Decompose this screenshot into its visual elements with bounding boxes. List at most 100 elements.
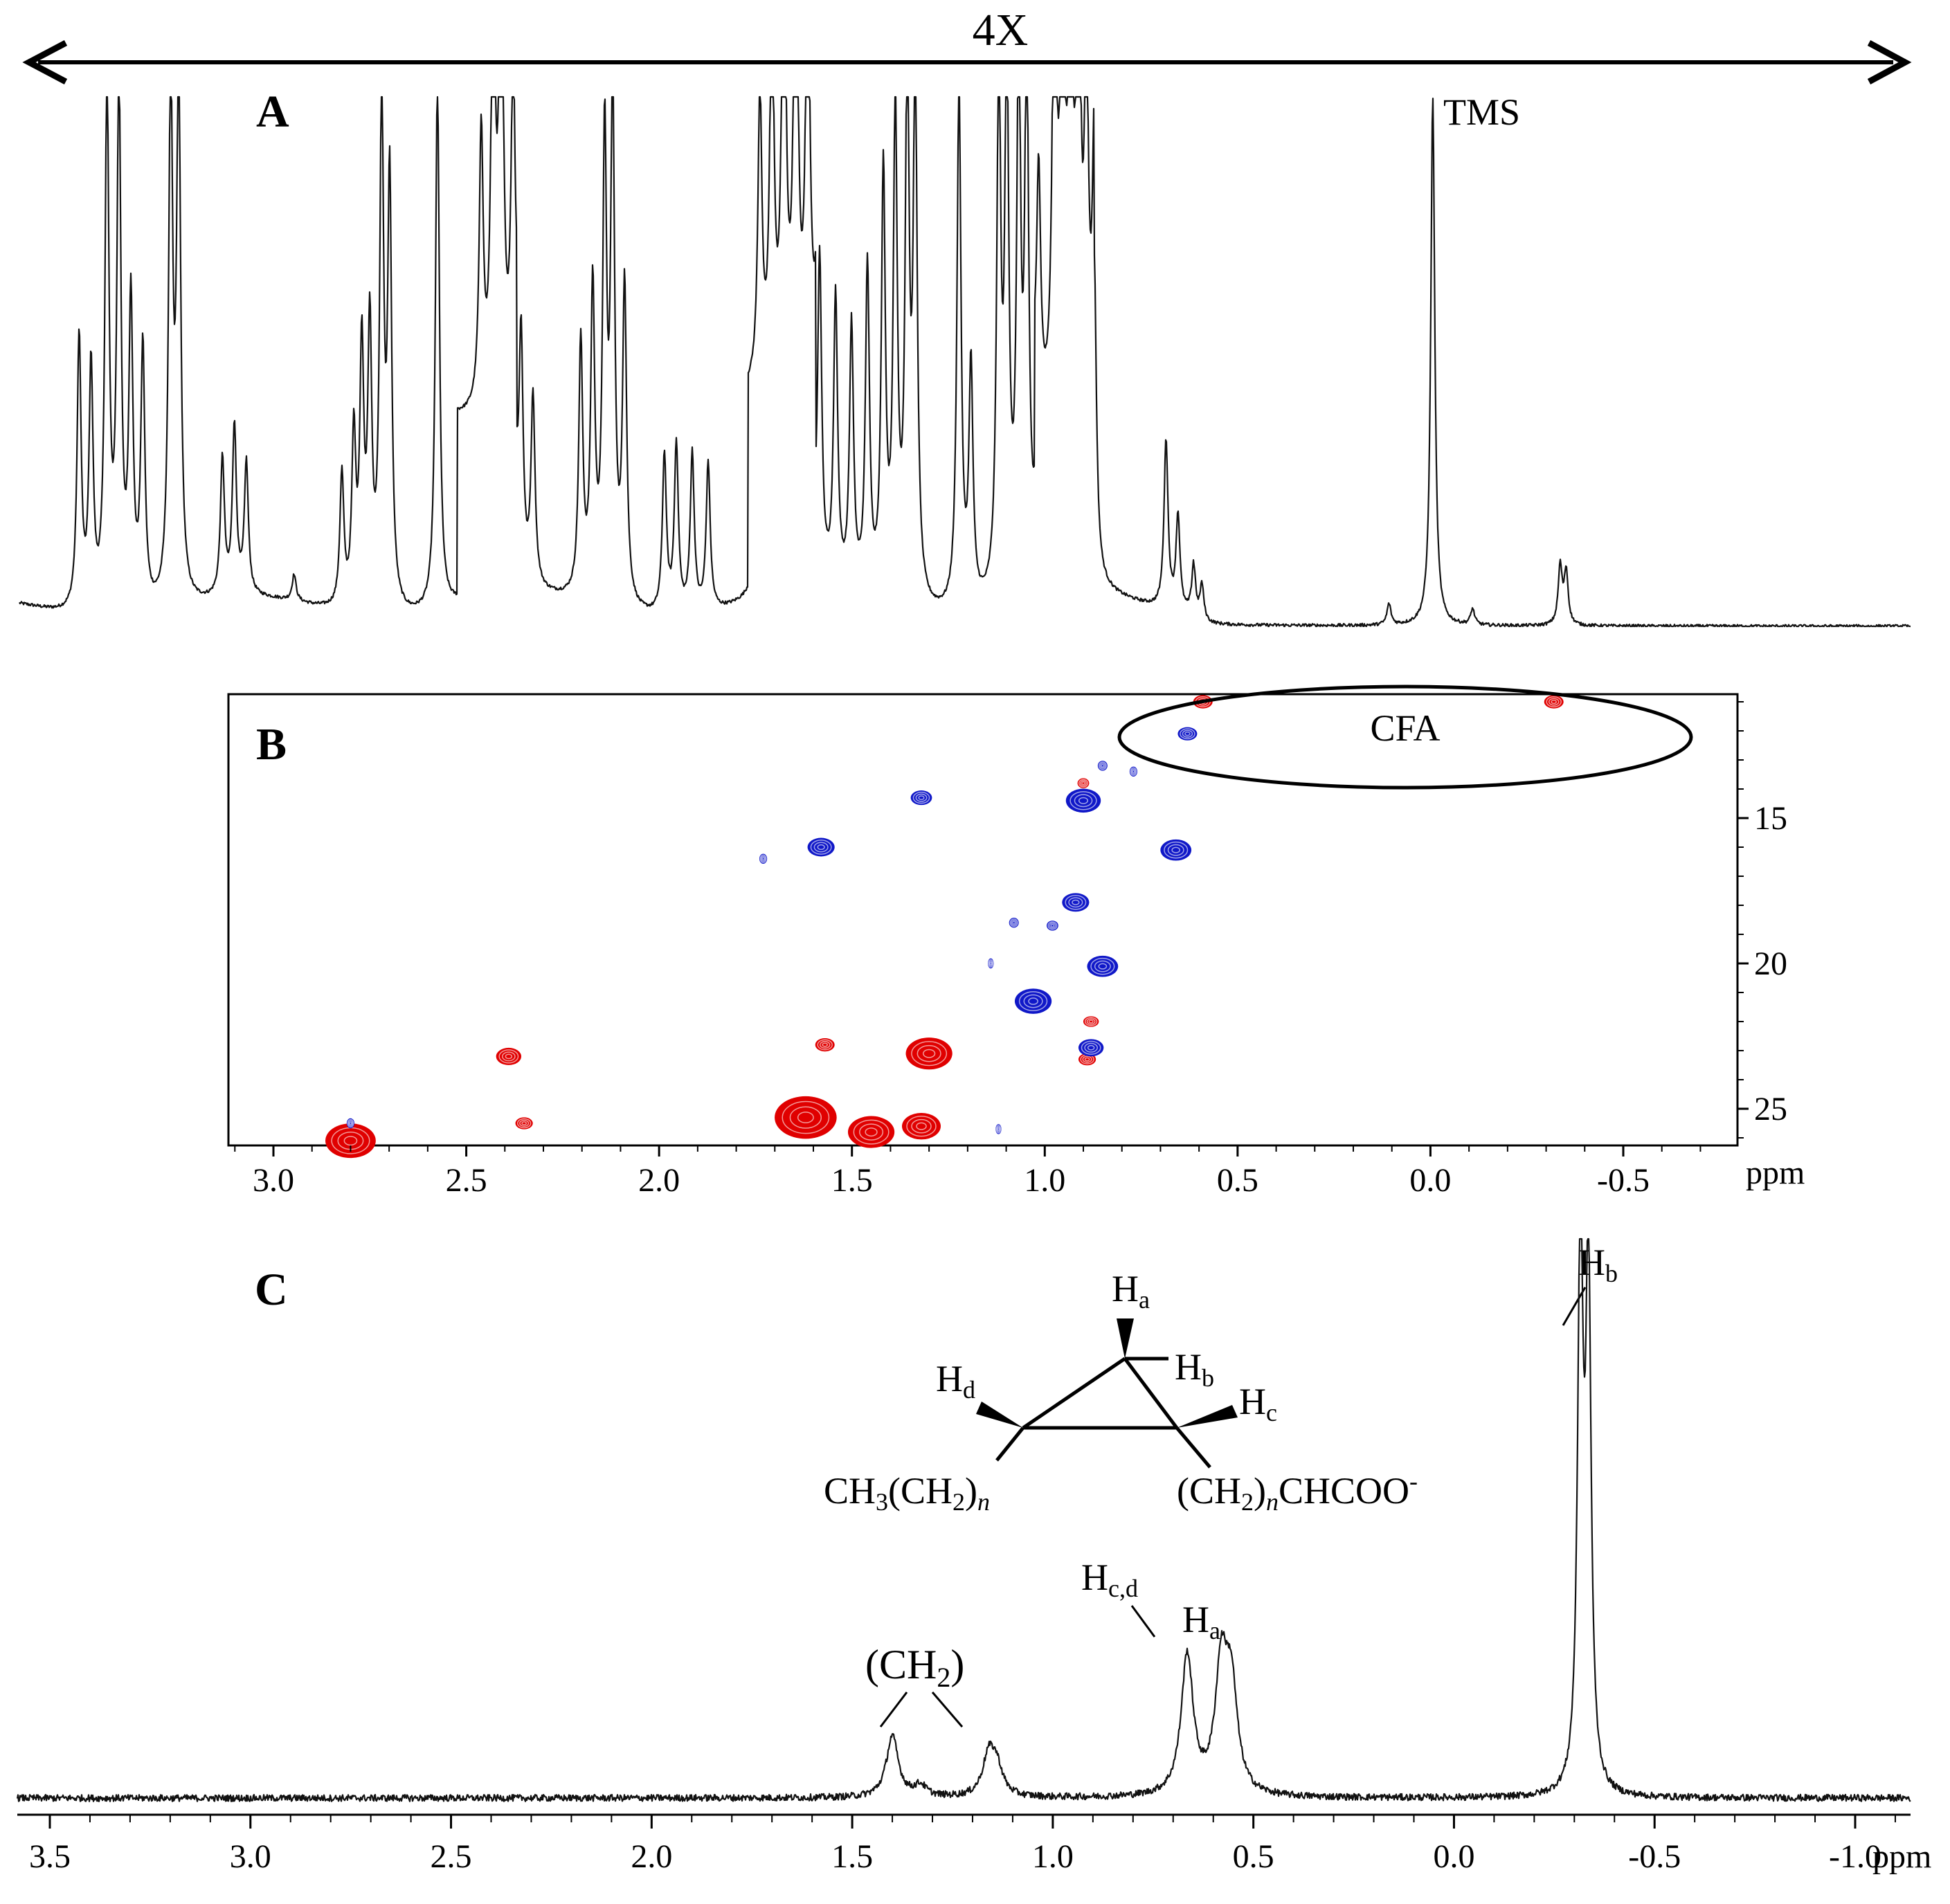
hsqc-contour — [912, 791, 930, 804]
hsqc-contour — [916, 1122, 927, 1130]
hsqc-peak-blue — [1160, 839, 1192, 861]
c-x-tick-label: 2.5 — [431, 1838, 472, 1875]
hsqc-peak-fill — [325, 1123, 376, 1159]
hsqc-contour — [1551, 699, 1557, 705]
c-x-tick-label: 3.5 — [29, 1838, 71, 1875]
panel-c: C Ha Hb Hc Hd CH3(CH2)n (CH2)nCHCOO- (CH… — [16, 1237, 1931, 1875]
c-x-tick-label: -0.5 — [1628, 1838, 1681, 1875]
hsqc-peak-fill — [902, 1113, 941, 1140]
hsqc-peak-red — [1544, 695, 1564, 709]
hsqc-frame — [227, 693, 1739, 1147]
hsqc-contour — [1090, 957, 1115, 975]
hsqc-peak-fill — [1160, 839, 1192, 861]
hsqc-peak-blue — [1087, 955, 1119, 977]
panel-b: B CFA 3.0 2.5 2.0 1.5 1.0 0.5 0.0 -0.5 15 20 25 p… — [227, 684, 1805, 1199]
cfa-label: CFA — [1370, 707, 1440, 749]
hsqc-contour — [988, 960, 993, 967]
structure-ha: Ha — [1112, 1268, 1150, 1314]
hsqc-contour — [911, 1041, 948, 1067]
hsqc-contour — [822, 1042, 828, 1047]
hsqc-contour — [1084, 1017, 1098, 1026]
hsqc-peak-blue — [1009, 918, 1019, 928]
wedge-ha — [1117, 1318, 1134, 1359]
b-x-tick-label: 3.0 — [253, 1162, 294, 1199]
hsqc-contour — [502, 1051, 516, 1062]
hsqc-contour — [1086, 1018, 1096, 1025]
hsqc-peak-red — [905, 1037, 953, 1070]
panel-b-x-unit: ppm — [1746, 1154, 1805, 1191]
hsqc-contour — [1047, 921, 1058, 930]
hsqc-peak-blue — [995, 1124, 1002, 1134]
panel-b-x-axis: 3.0 2.5 2.0 1.5 1.0 0.5 0.0 -0.5 — [234, 1145, 1701, 1199]
wedge-hc — [1177, 1405, 1238, 1428]
hsqc-peak-blue — [759, 853, 768, 864]
hsqc-contour — [918, 795, 925, 800]
hsqc-peak-red — [1083, 1016, 1099, 1027]
b-x-tick-label: 1.5 — [831, 1162, 873, 1199]
hsqc-contour — [1082, 1055, 1092, 1063]
hsqc-contour — [1078, 779, 1089, 788]
cyclopropane-structure: Ha Hb Hc Hd CH3(CH2)n (CH2)nCHCOO- — [824, 1268, 1418, 1516]
c-x-tick-label: 3.0 — [230, 1838, 271, 1875]
hsqc-peak-blue — [988, 958, 994, 969]
hsqc-contour — [989, 961, 993, 965]
hsqc-contour — [1182, 729, 1193, 738]
hsqc-peak-red — [775, 1096, 837, 1139]
b-x-tick-label: 2.5 — [446, 1162, 487, 1199]
cfa-ellipse — [1117, 684, 1693, 790]
hsqc-contour — [865, 1127, 878, 1137]
hsqc-peak-blue — [1078, 1039, 1104, 1057]
spectrum-a-trace — [19, 96, 1911, 628]
hsqc-contour — [1088, 1019, 1094, 1024]
panel-c-x-axis: 3.5 3.0 2.5 2.0 1.5 1.0 0.5 0.0 -0.5 -1.0 — [17, 1813, 1911, 1875]
wedge-hd — [976, 1402, 1023, 1428]
peak-labels: (CH2) Hc,d Ha Hb — [865, 1242, 1618, 1728]
b-y-tick-label: 20 — [1754, 945, 1787, 982]
hsqc-peak-blue — [1065, 788, 1101, 813]
b-x-tick-label: 0.0 — [1409, 1162, 1451, 1199]
hsqc-contour — [1098, 963, 1108, 970]
hsqc-contour — [1074, 794, 1093, 808]
ha-label: Ha — [1182, 1599, 1220, 1644]
hsqc-contour — [1081, 1040, 1101, 1055]
hcd-label: Hc,d — [1081, 1557, 1138, 1602]
hsqc-contour — [1012, 921, 1016, 925]
hsqc-contour — [859, 1123, 884, 1141]
hsqc-peak-red — [1077, 778, 1090, 788]
bond-right-chain — [1175, 1426, 1211, 1469]
hsqc-contour — [505, 1053, 513, 1060]
hsqc-contour — [759, 854, 767, 863]
b-x-tick-label: -0.5 — [1597, 1162, 1650, 1199]
c-x-tick-label: 1.0 — [1032, 1838, 1074, 1875]
panel-b-y-axis: 15 20 25 — [1737, 701, 1787, 1139]
hsqc-contour — [915, 793, 928, 802]
hsqc-peak-blue — [807, 837, 835, 857]
structure-left-group: CH3(CH2)n — [824, 1470, 990, 1516]
hsqc-contour — [347, 1120, 353, 1127]
hsqc-contour — [1018, 991, 1048, 1012]
hsqc-contour — [817, 844, 825, 851]
structure-right-group: (CH2)nCHCOO- — [1177, 1467, 1418, 1516]
hsqc-contour — [906, 1116, 937, 1137]
hsqc-contour — [1130, 767, 1137, 776]
hsqc-peak-red — [496, 1047, 522, 1065]
hsqc-peak-red — [847, 1116, 895, 1148]
hsqc-contour — [813, 842, 829, 853]
b-y-tick-label: 25 — [1754, 1091, 1787, 1127]
panel-b-letter: B — [256, 719, 287, 770]
panel-a: 4X A TMS — [19, 5, 1912, 628]
hsqc-peak-fill — [775, 1096, 837, 1139]
hsqc-contour — [349, 1121, 352, 1125]
scale-arrow — [22, 40, 1912, 84]
hsqc-contour — [1069, 791, 1097, 810]
hsqc-contour — [996, 1126, 1001, 1132]
hsqc-contour — [516, 1118, 532, 1129]
hsqc-contour — [1098, 761, 1107, 770]
ring-bond-right — [1123, 1357, 1178, 1429]
hsqc-peak-blue — [346, 1118, 355, 1129]
ch2-label: (CH2) — [865, 1642, 964, 1693]
hsqc-peak-red — [515, 1117, 533, 1130]
hsqc-peak-blue — [1129, 766, 1138, 777]
